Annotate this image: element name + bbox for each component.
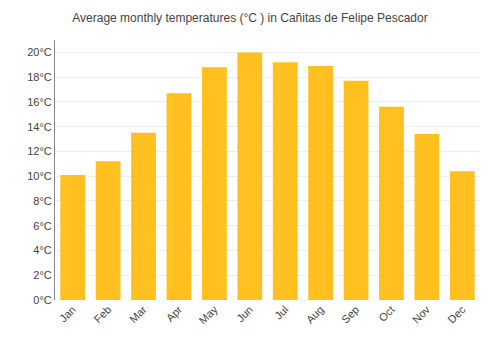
- svg-text:6°C: 6°C: [33, 220, 52, 232]
- svg-text:Average monthly temperatures (: Average monthly temperatures (°C ) in Ca…: [72, 11, 427, 25]
- svg-text:16°C: 16°C: [27, 96, 52, 108]
- svg-text:Sep: Sep: [339, 303, 361, 325]
- svg-text:2°C: 2°C: [33, 269, 52, 281]
- svg-text:18°C: 18°C: [27, 71, 52, 83]
- svg-text:20°C: 20°C: [27, 46, 52, 58]
- svg-text:10°C: 10°C: [27, 170, 52, 182]
- svg-text:Jan: Jan: [57, 303, 78, 324]
- svg-text:Dec: Dec: [445, 303, 468, 326]
- svg-text:4°C: 4°C: [33, 244, 52, 256]
- svg-text:0°C: 0°C: [33, 294, 52, 306]
- svg-text:Mar: Mar: [127, 303, 149, 325]
- svg-text:Aug: Aug: [304, 303, 326, 325]
- svg-text:14°C: 14°C: [27, 121, 52, 133]
- svg-text:Apr: Apr: [164, 303, 185, 324]
- svg-text:Jul: Jul: [272, 303, 290, 321]
- svg-text:Nov: Nov: [410, 303, 433, 326]
- svg-text:May: May: [197, 303, 221, 327]
- svg-text:8°C: 8°C: [33, 195, 52, 207]
- svg-text:Feb: Feb: [92, 303, 114, 325]
- svg-text:Jun: Jun: [234, 303, 255, 324]
- svg-text:Oct: Oct: [376, 303, 397, 324]
- svg-text:12°C: 12°C: [27, 145, 52, 157]
